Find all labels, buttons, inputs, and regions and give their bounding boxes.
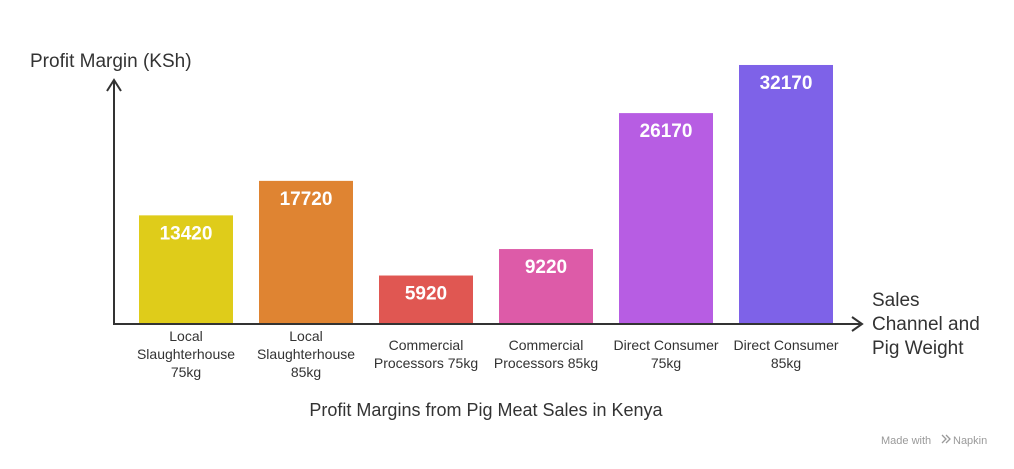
- category-label-6-line-2: 85kg: [771, 355, 801, 371]
- value-label-1: 13420: [160, 223, 213, 244]
- category-label-1-line-1: Local: [169, 328, 202, 344]
- category-label-2-line-2: Slaughterhouse: [257, 346, 355, 362]
- category-label-4-line-2: Processors 85kg: [494, 355, 598, 371]
- category-labels-group: Local Slaughterhouse 75kg Local Slaughterhou…: [137, 328, 839, 380]
- category-label-6: Direct Consumer 85kg: [733, 337, 838, 371]
- bar-2: [259, 180, 353, 323]
- value-label-5: 26170: [640, 121, 693, 142]
- value-label-2: 17720: [280, 189, 333, 210]
- y-axis-title: Profit Margin (KSh): [30, 51, 192, 72]
- watermark-prefix: Made with: [881, 435, 931, 447]
- napkin-watermark: Made with Napkin: [881, 434, 987, 447]
- x-axis-title-line-1: Sales: [872, 290, 920, 311]
- y-axis-arrow-icon: [106, 78, 122, 92]
- category-label-1-line-2: Slaughterhouse: [137, 346, 235, 362]
- category-label-1-line-3: 75kg: [171, 364, 201, 380]
- bar-3: [379, 275, 473, 323]
- x-axis-arrow-icon: [851, 316, 864, 332]
- category-label-4: Commercial Processors 85kg: [494, 337, 598, 371]
- bar-1: [139, 215, 233, 323]
- category-label-5: Direct Consumer 75kg: [613, 337, 718, 371]
- bar-6: [739, 64, 833, 324]
- category-label-3-line-2: Processors 75kg: [374, 355, 478, 371]
- category-label-2: Local Slaughterhouse 85kg: [257, 328, 355, 380]
- napkin-logo-icon: [941, 434, 951, 444]
- category-label-4-line-1: Commercial: [509, 337, 584, 353]
- x-axis-title: Sales Channel and Pig Weight: [872, 290, 985, 359]
- category-label-3: Commercial Processors 75kg: [374, 337, 478, 371]
- category-label-1: Local Slaughterhouse 75kg: [137, 328, 235, 380]
- category-label-5-line-1: Direct Consumer: [613, 337, 718, 353]
- x-axis-title-line-3: Pig Weight: [872, 338, 964, 359]
- value-label-4: 9220: [525, 257, 567, 278]
- value-label-6: 32170: [760, 73, 813, 94]
- x-axis-title-line-2: Channel and: [872, 314, 980, 335]
- watermark-brand: Napkin: [953, 435, 987, 447]
- value-labels-group: 13420 17720 5920 9220 26170 32170: [160, 73, 813, 305]
- category-label-5-line-2: 75kg: [651, 355, 681, 371]
- category-label-3-line-1: Commercial: [389, 337, 464, 353]
- category-label-2-line-3: 85kg: [291, 364, 321, 380]
- bar-5: [619, 113, 713, 324]
- bar-4: [499, 249, 593, 323]
- category-label-6-line-1: Direct Consumer: [733, 337, 838, 353]
- category-label-2-line-1: Local: [289, 328, 322, 344]
- bars-group: [139, 64, 833, 324]
- value-label-3: 5920: [405, 284, 447, 305]
- chart-title: Profit Margins from Pig Meat Sales in Ke…: [309, 400, 663, 420]
